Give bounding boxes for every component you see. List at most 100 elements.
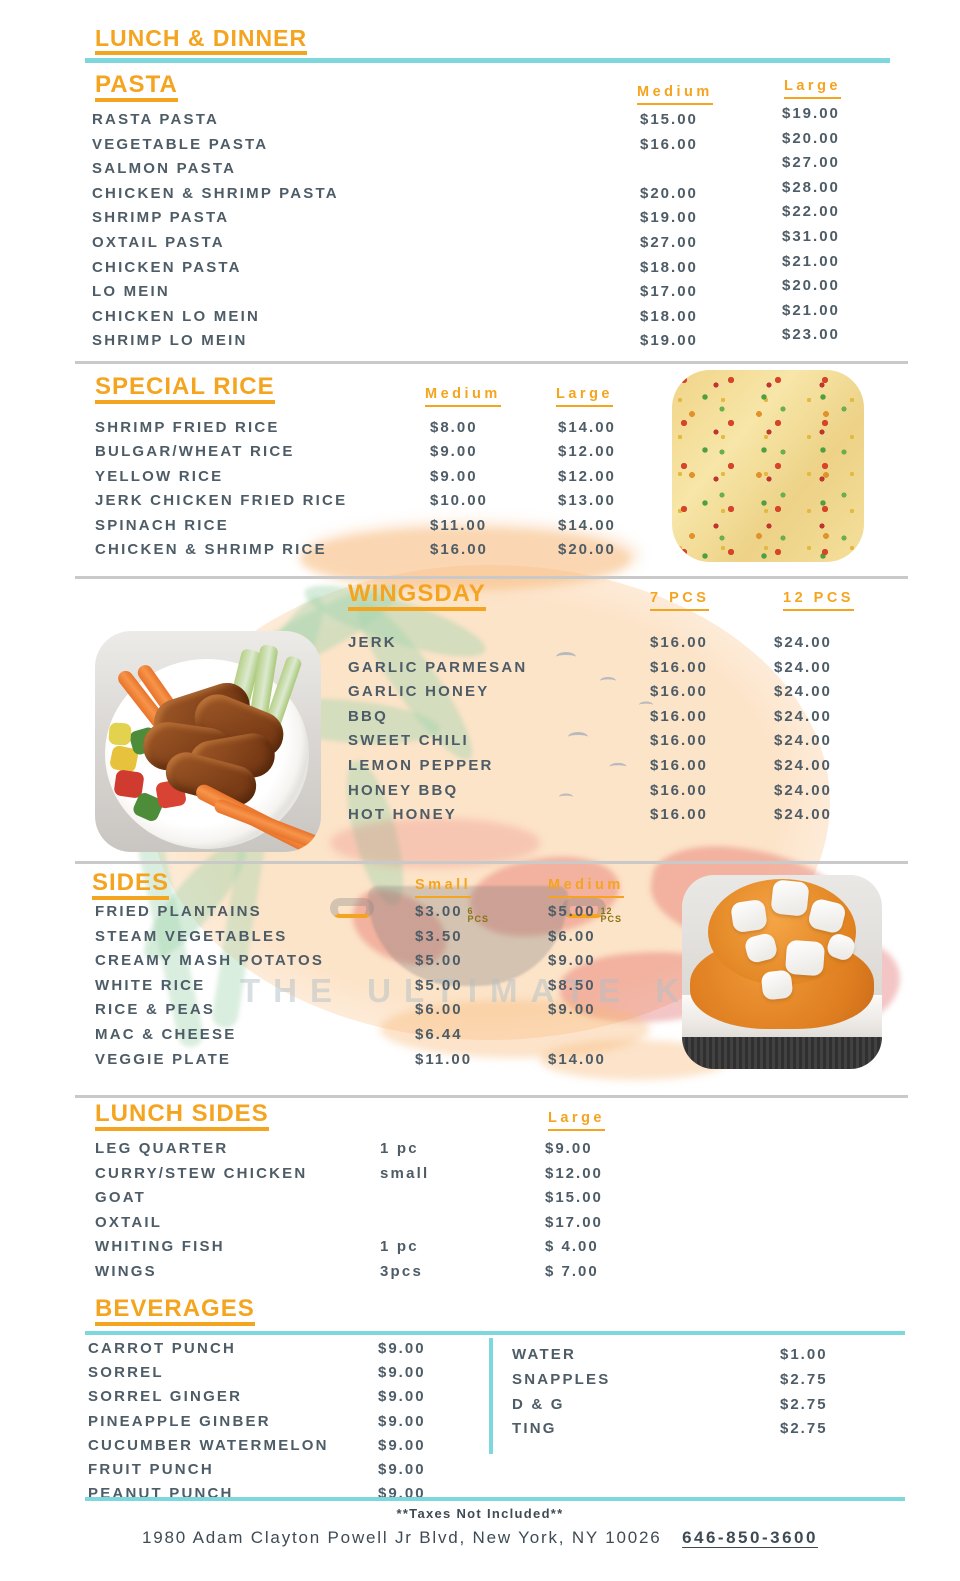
item-price-small: $6.00 bbox=[415, 1001, 463, 1019]
item-price-small: $6.44 bbox=[415, 1025, 463, 1043]
dish-base bbox=[682, 1037, 882, 1069]
item-price-large: $31.00 bbox=[782, 227, 840, 245]
item-name: MAC & CHEESE bbox=[95, 1025, 237, 1043]
item-price-7pcs: $16.00 bbox=[650, 658, 708, 676]
item-price-large: $21.00 bbox=[782, 252, 840, 270]
item-price-medium: $18.00 bbox=[640, 307, 698, 325]
item-price-large: $19.00 bbox=[782, 105, 840, 122]
item-name: JERK bbox=[348, 634, 397, 651]
item-name: WHITE RICE bbox=[95, 976, 206, 994]
item-name: YELLOW RICE bbox=[95, 467, 224, 485]
item-price: $9.00 bbox=[378, 1364, 426, 1382]
item-name: SWEET CHILI bbox=[348, 732, 469, 750]
item-name: HOT HONEY bbox=[348, 806, 457, 824]
sides-col-small: Small bbox=[415, 877, 472, 898]
item-name: GOAT bbox=[95, 1189, 147, 1206]
section-divider bbox=[75, 1095, 908, 1098]
item-price-large: $23.00 bbox=[782, 326, 840, 344]
item-price-medium: $9.00 bbox=[548, 952, 596, 970]
item-price-medium: $20.00 bbox=[640, 184, 698, 202]
item-price: $2.75 bbox=[780, 1370, 828, 1388]
item-price-7pcs: $16.00 bbox=[650, 781, 708, 799]
item-price-small: $5.00 bbox=[415, 976, 463, 994]
wingsday-heading: WINGSDAY bbox=[348, 581, 486, 612]
item-price-large: $13.00 bbox=[558, 492, 616, 510]
mashed-sweet-potato-photo bbox=[682, 875, 882, 1069]
item-name: GARLIC HONEY bbox=[348, 683, 490, 701]
item-price-large: $12.00 bbox=[558, 467, 616, 485]
item-price-medium: $9.00 bbox=[548, 1001, 596, 1019]
item-price-12pcs: $24.00 bbox=[774, 806, 832, 824]
item-price-7pcs: $16.00 bbox=[650, 732, 708, 750]
pepper-chunk bbox=[108, 722, 132, 746]
item-price-small: $5.00 bbox=[415, 952, 463, 970]
item-name: D & G bbox=[512, 1395, 565, 1413]
wings-col-12pcs: 12 PCS bbox=[783, 590, 854, 611]
item-name: OXTAIL PASTA bbox=[92, 233, 225, 251]
item-quantity: 1 pc bbox=[380, 1140, 419, 1157]
item-name: BBQ bbox=[348, 707, 388, 725]
item-quantity bbox=[380, 1214, 545, 1239]
item-price-12pcs: $24.00 bbox=[774, 732, 832, 750]
item-price-medium: $15.00 bbox=[640, 111, 698, 128]
item-price-12pcs: $24.00 bbox=[774, 707, 832, 725]
item-price-large: $20.00 bbox=[558, 540, 616, 558]
item-price-large: $20.00 bbox=[782, 129, 840, 147]
pasta-col-medium: Medium bbox=[637, 84, 713, 105]
item-price-small: $3.50 bbox=[415, 927, 463, 945]
item-name: BULGAR/WHEAT RICE bbox=[95, 443, 295, 461]
item-price-7pcs: $16.00 bbox=[650, 634, 708, 651]
item-price-medium: $18.00 bbox=[640, 258, 698, 276]
item-price-7pcs: $16.00 bbox=[650, 683, 708, 701]
item-price-medium bbox=[640, 160, 782, 185]
special-rice-heading: SPECIAL RICE bbox=[95, 374, 275, 405]
item-price: $9.00 bbox=[378, 1412, 426, 1430]
item-price-12pcs: $24.00 bbox=[774, 756, 832, 774]
item-name: CHICKEN LO MEIN bbox=[92, 307, 260, 325]
pasta-item-list: RASTA PASTA $15.00 $19.00 VEGETABLE PAST… bbox=[92, 105, 932, 357]
sides-item-list: FRIED PLANTAINS $3.00 6 PCS $5.00 12 PCS STE… bbox=[95, 903, 718, 1075]
marshmallow bbox=[784, 939, 826, 977]
item-price-medium: $6.00 bbox=[548, 927, 596, 945]
item-price-medium: $17.00 bbox=[640, 283, 698, 301]
rice-col-large: Large bbox=[556, 386, 613, 407]
item-price: $2.75 bbox=[780, 1395, 828, 1413]
item-name: SORREL bbox=[88, 1364, 164, 1382]
item-price-medium: $19.00 bbox=[640, 332, 698, 350]
pasta-heading: PASTA bbox=[95, 72, 178, 103]
beverages-column-divider bbox=[489, 1338, 493, 1454]
item-quantity: 3pcs bbox=[380, 1262, 423, 1280]
jerk-wings-photo bbox=[95, 631, 321, 852]
teal-rule bbox=[85, 58, 890, 63]
item-price-large: $22.00 bbox=[782, 203, 840, 221]
item-price-12pcs: $24.00 bbox=[774, 683, 832, 701]
item-quantity: 1 pc bbox=[380, 1238, 419, 1255]
pasta-col-large: Large bbox=[784, 78, 841, 99]
item-name: SHRIMP PASTA bbox=[92, 209, 230, 227]
item-name: CREAMY MASH POTATOS bbox=[95, 952, 325, 970]
pieces-note: 12 PCS bbox=[600, 906, 623, 924]
item-name: WINGS bbox=[95, 1262, 157, 1280]
item-name: SHRIMP FRIED RICE bbox=[95, 419, 280, 436]
section-divider bbox=[75, 361, 908, 364]
item-price-medium: $9.00 bbox=[430, 443, 478, 461]
wingsday-item-list: JERK $16.00 $24.00 GARLIC PARMESAN $16.0… bbox=[348, 634, 914, 831]
item-price: $ 4.00 bbox=[545, 1238, 599, 1255]
item-name: SHRIMP LO MEIN bbox=[92, 332, 248, 350]
item-name: SNAPPLES bbox=[512, 1370, 611, 1388]
item-price-large: $28.00 bbox=[782, 178, 840, 196]
item-name: SORREL GINGER bbox=[88, 1388, 243, 1406]
item-price-large: $14.00 bbox=[558, 419, 616, 436]
item-name: LEG QUARTER bbox=[95, 1140, 229, 1157]
item-name: LO MEIN bbox=[92, 283, 170, 301]
item-name: CHICKEN & SHRIMP RICE bbox=[95, 540, 327, 558]
item-price-medium: $11.00 bbox=[430, 516, 488, 534]
item-price-small: $11.00 bbox=[415, 1050, 473, 1068]
item-name: CARROT PUNCH bbox=[88, 1340, 237, 1357]
lunch-sides-heading: LUNCH SIDES bbox=[95, 1101, 269, 1132]
item-name: JERK CHICKEN FRIED RICE bbox=[95, 492, 348, 510]
item-price: $15.00 bbox=[545, 1189, 603, 1206]
teal-rule bbox=[85, 1497, 905, 1501]
beverages-right-list: WATER $1.00 SNAPPLES $2.75 D & G $2.75 T… bbox=[512, 1346, 890, 1445]
item-price-12pcs: $24.00 bbox=[774, 634, 832, 651]
